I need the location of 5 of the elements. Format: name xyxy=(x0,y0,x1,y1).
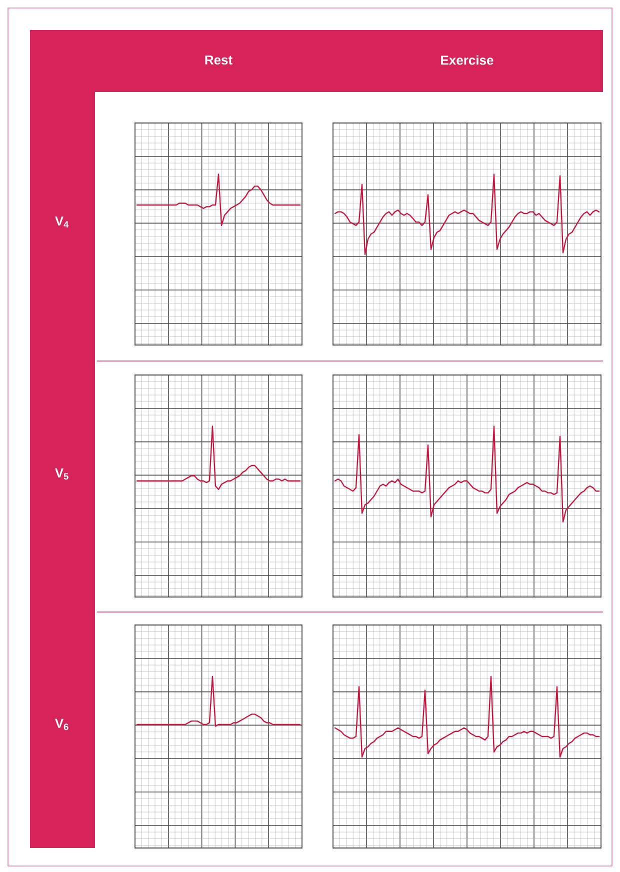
y-axis-title: V$_{4}$ xyxy=(54,216,69,228)
y-axis-title: V$_{5}$ xyxy=(54,468,68,480)
chart-title: Rest xyxy=(205,55,232,65)
chart-title: Exercise xyxy=(441,55,494,65)
y-axis-title: V$_{6}$ xyxy=(54,718,68,730)
